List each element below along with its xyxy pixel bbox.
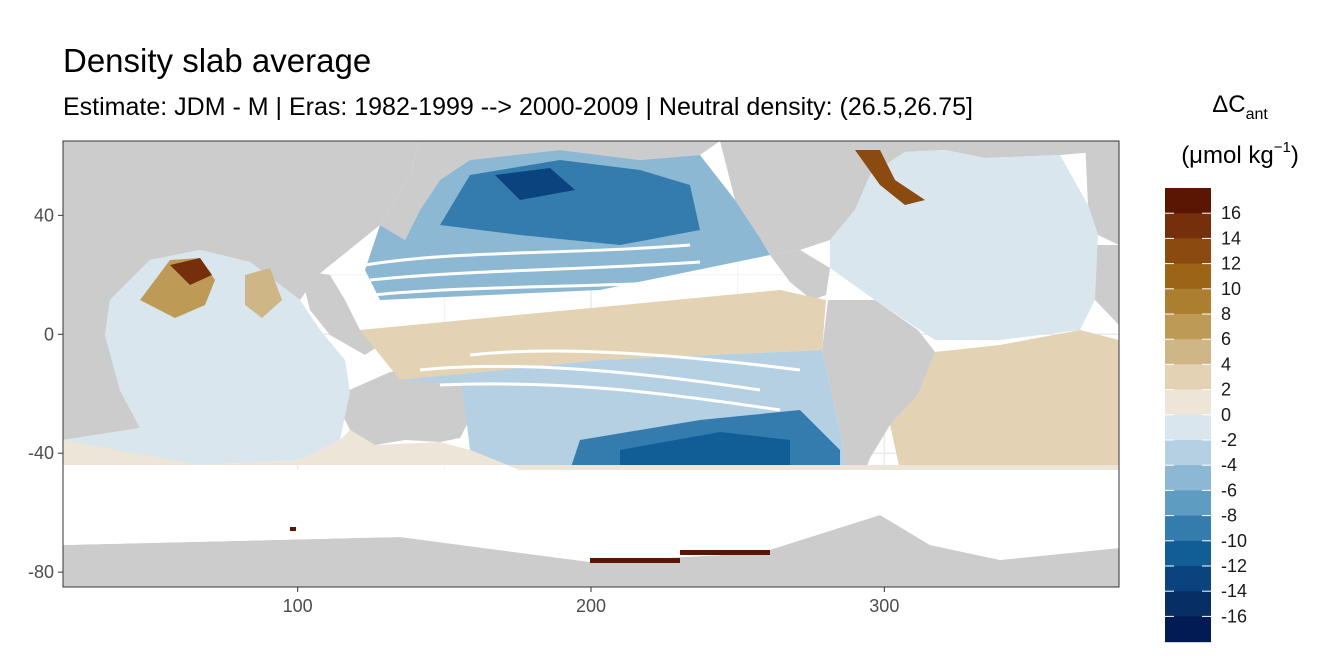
- colorbar-label: 12: [1221, 254, 1241, 274]
- colorbar-label: -6: [1221, 480, 1237, 500]
- colorbar-label: 14: [1221, 228, 1241, 248]
- land-asia-north: [380, 141, 720, 240]
- land-australia: [340, 368, 472, 445]
- colorbar-title: ΔCant: [1212, 91, 1268, 123]
- field-indian-ocean: [63, 250, 350, 465]
- colorbar-bin: [1165, 616, 1211, 643]
- colorbar-label: -10: [1221, 531, 1247, 551]
- chart-subtitle: Estimate: JDM - M | Eras: 1982-1999 --> …: [63, 93, 973, 121]
- colorbar-bin: [1165, 238, 1211, 265]
- field-bay-bengal: [245, 268, 282, 318]
- colorbar-label: 16: [1221, 203, 1241, 223]
- field-south-atlantic: [890, 330, 1119, 470]
- colorbar-bin: [1165, 339, 1211, 365]
- land-europe: [1085, 141, 1119, 245]
- nodata-southern: [63, 470, 1119, 562]
- colorbar-bin: [1165, 465, 1211, 491]
- colorbar-label: 4: [1221, 354, 1231, 374]
- colorbar-bin: [1165, 540, 1211, 567]
- colorbar-label: -2: [1221, 430, 1237, 450]
- land-africa-arabia: [63, 141, 420, 440]
- land-antarctica: [63, 515, 1119, 587]
- colorbar-bin: [1165, 263, 1211, 290]
- colorbar-bin: [1165, 213, 1211, 239]
- y-tick-label: -40: [28, 443, 54, 463]
- colorbar-bin: [1165, 188, 1211, 214]
- y-tick-label: 0: [44, 324, 54, 344]
- colorbar-label: -16: [1221, 606, 1247, 626]
- land-central-america: [770, 250, 830, 300]
- colorbar-label: -4: [1221, 455, 1237, 475]
- land-north-america: [720, 141, 1119, 255]
- x-tick-label: 100: [283, 596, 313, 616]
- colorbar-unit: (μmol kg−1): [1181, 139, 1299, 169]
- coastal-cell-2: [680, 550, 770, 555]
- y-tick-label: -80: [28, 562, 54, 582]
- colorbar-legend: 16 14 12 10 8 6 4 2 0 -2 -4 -6 -8 -10 -12 -14 -16 ΔCant (μ…: [1165, 91, 1299, 643]
- coastal-cell-1: [590, 558, 680, 563]
- labrador-cells: [855, 150, 925, 205]
- field-npac-core: [495, 168, 575, 200]
- chart-title: Density slab average: [63, 42, 372, 79]
- colorbar-bin: [1165, 414, 1211, 441]
- colorbar-label: 2: [1221, 380, 1231, 400]
- colorbar-bin: [1165, 389, 1211, 416]
- colorbar-bin: [1165, 490, 1211, 517]
- colorbar-label: -14: [1221, 581, 1247, 601]
- colorbar-label: 8: [1221, 304, 1231, 324]
- colorbar-bin: [1165, 591, 1211, 617]
- colorbar-label: -8: [1221, 506, 1237, 526]
- colorbar-label: 10: [1221, 279, 1241, 299]
- field-tropical-pacific: [360, 290, 826, 380]
- colorbar-bin: [1165, 515, 1211, 542]
- x-tick-label: 300: [869, 596, 899, 616]
- nodata-stripes: [364, 243, 801, 412]
- colorbar-bin: [1165, 288, 1211, 315]
- colorbar-label: 6: [1221, 329, 1231, 349]
- field-arabian-hotspot: [170, 258, 212, 285]
- coastal-cell-3: [290, 527, 296, 531]
- colorbar-label: -12: [1221, 556, 1247, 576]
- ocean-field-map: [63, 141, 1119, 587]
- colorbar-bin: [1165, 440, 1211, 466]
- colorbar-label: 0: [1221, 405, 1231, 425]
- colorbar-bin: [1165, 566, 1211, 592]
- land-india-sea-asia: [300, 270, 380, 355]
- colorbar-bin: [1165, 364, 1211, 391]
- y-tick-label: 40: [34, 205, 54, 225]
- land-south-america: [822, 300, 935, 490]
- colorbar-bin: [1165, 314, 1211, 340]
- x-tick-label: 200: [576, 596, 606, 616]
